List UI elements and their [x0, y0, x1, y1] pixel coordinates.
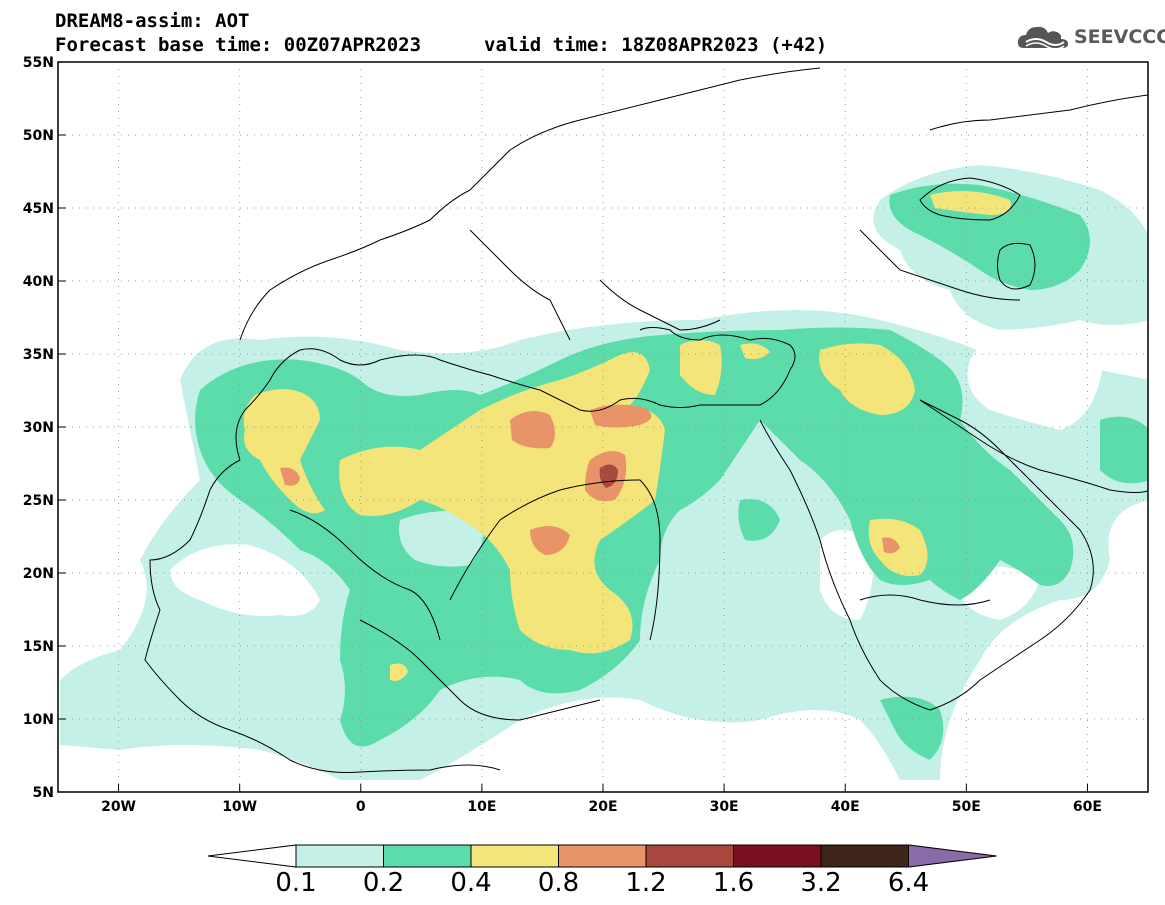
lon-tick-label: 20E — [588, 799, 617, 815]
lat-tick-label: 5N — [33, 785, 54, 801]
lon-tick-label: 30E — [710, 799, 739, 815]
lat-tick-label: 35N — [23, 347, 54, 363]
lat-tick-label: 10N — [23, 712, 54, 728]
lat-tick-label: 20N — [23, 566, 54, 582]
logo-text: SEEVCCC — [1074, 26, 1165, 48]
colorbar-label: 0.4 — [450, 868, 492, 898]
colorbar-swatch — [733, 844, 822, 868]
lat-tick-label: 40N — [23, 274, 54, 290]
colorbar-swatch — [295, 844, 384, 868]
colorbar-swatch — [645, 844, 734, 868]
base-time-label: Forecast base time: 00Z07APR2023 — [55, 34, 422, 56]
chart-title: DREAM8-assim: AOT — [55, 10, 250, 32]
colorbar-swatch — [383, 844, 472, 868]
aot-gap-2 — [399, 511, 740, 610]
colorbar-swatch — [470, 844, 559, 868]
colorbar-label: 0.2 — [362, 868, 405, 898]
lat-tick-label: 55N — [23, 55, 54, 71]
colorbar-label: 0.1 — [275, 868, 317, 898]
colorbar-label: 1.2 — [625, 868, 667, 898]
lon-tick-label: 0 — [356, 799, 366, 815]
colorbar-min-arrow — [207, 844, 297, 868]
aot-level-0-2 — [195, 183, 1148, 760]
lat-tick-label: 50N — [23, 128, 54, 144]
lat-tick-label: 15N — [23, 639, 54, 655]
lon-tick-label: 20W — [101, 799, 136, 815]
lat-tick-label: 25N — [23, 493, 54, 509]
seevccc-logo: SEEVCCC — [1016, 22, 1165, 52]
lon-tick-label: 10W — [222, 799, 257, 815]
colorbar-label: 3.2 — [800, 868, 842, 898]
cloud-icon — [1017, 26, 1068, 50]
longitude-axis: 20W 10W 0 10E 20E 30E 40E 50E 60E — [101, 784, 1102, 815]
latitude-axis: 55N 50N 45N 40N 35N 30N 25N 20N 15N 10N 5N — [23, 55, 66, 801]
colorbar — [207, 844, 997, 868]
lat-tick-label: 30N — [23, 420, 54, 436]
lon-tick-label: 60E — [1073, 799, 1102, 815]
colorbar-label: 6.4 — [887, 868, 930, 898]
valid-time-label: valid time: 18Z08APR2023 (+42) — [484, 34, 828, 56]
colorbar-swatch — [558, 844, 647, 868]
coastlines — [144, 67, 1148, 773]
lon-tick-label: 50E — [952, 799, 981, 815]
colorbar-label: 1.6 — [712, 868, 755, 898]
lat-tick-label: 45N — [23, 201, 54, 217]
colorbar-label: 0.8 — [537, 868, 580, 898]
map-grid — [58, 62, 1148, 792]
colorbar-swatch — [820, 844, 909, 868]
lon-tick-label: 10E — [467, 799, 496, 815]
colorbar-max-arrow — [908, 844, 997, 868]
lon-tick-label: 40E — [831, 799, 860, 815]
aot-gap — [170, 320, 1103, 620]
